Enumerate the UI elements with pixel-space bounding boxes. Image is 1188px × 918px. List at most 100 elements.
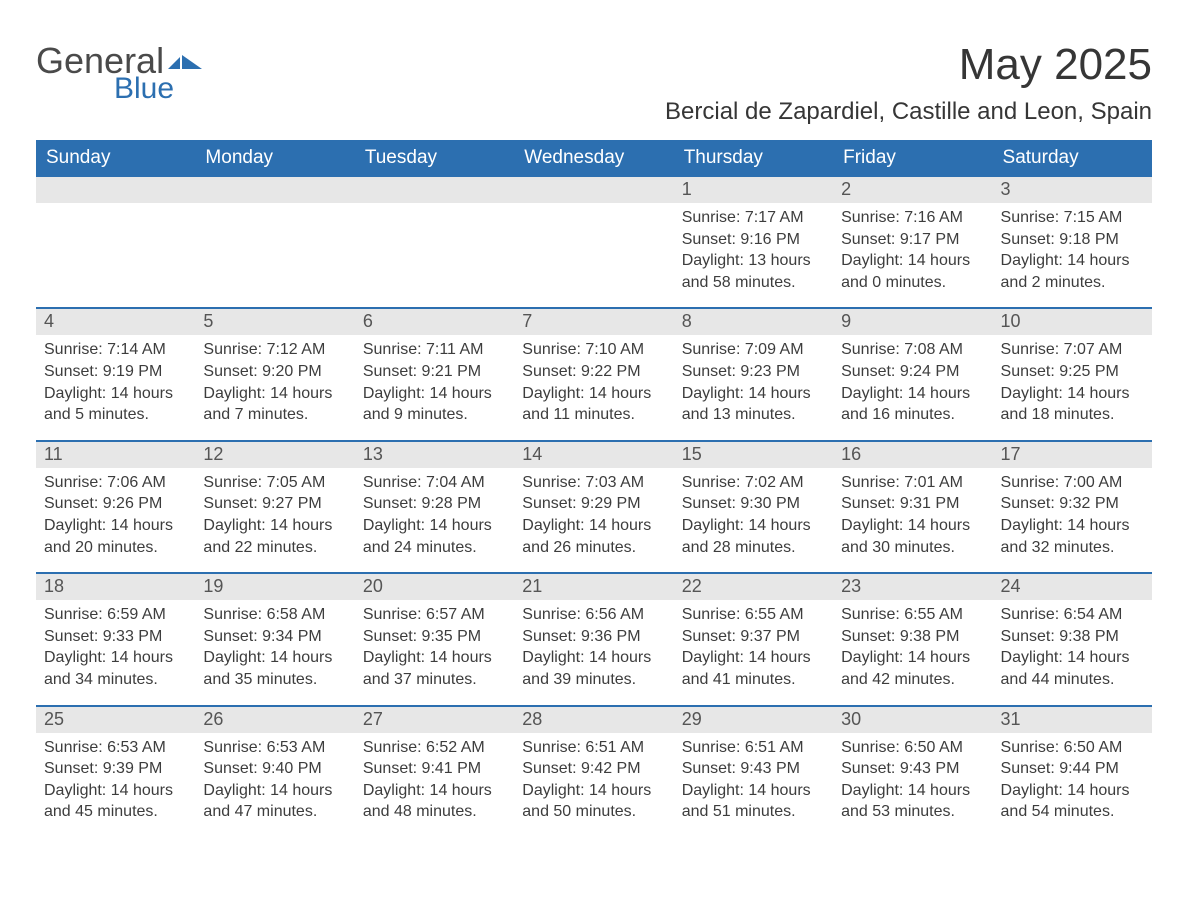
day-number: 10 <box>993 309 1152 335</box>
day-number: 22 <box>674 574 833 600</box>
day-sunset: Sunset: 9:40 PM <box>203 758 346 780</box>
day-body: Sunrise: 6:57 AMSunset: 9:35 PMDaylight:… <box>355 600 514 690</box>
week-row: 1Sunrise: 7:17 AMSunset: 9:16 PMDaylight… <box>36 177 1152 307</box>
day-dl1: Daylight: 14 hours <box>363 647 506 669</box>
day-dl2: and 37 minutes. <box>363 669 506 691</box>
day-number: 16 <box>833 442 992 468</box>
day-body: Sunrise: 7:15 AMSunset: 9:18 PMDaylight:… <box>993 203 1152 293</box>
day-number: 17 <box>993 442 1152 468</box>
day-sunset: Sunset: 9:22 PM <box>522 361 665 383</box>
day-cell: 25Sunrise: 6:53 AMSunset: 9:39 PMDayligh… <box>36 707 195 837</box>
day-sunset: Sunset: 9:41 PM <box>363 758 506 780</box>
day-cell: 19Sunrise: 6:58 AMSunset: 9:34 PMDayligh… <box>195 574 354 704</box>
day-number: 25 <box>36 707 195 733</box>
day-sunset: Sunset: 9:43 PM <box>682 758 825 780</box>
day-cell <box>355 177 514 307</box>
day-body: Sunrise: 7:08 AMSunset: 9:24 PMDaylight:… <box>833 335 992 425</box>
day-dl2: and 30 minutes. <box>841 537 984 559</box>
day-dl2: and 28 minutes. <box>682 537 825 559</box>
day-number: 28 <box>514 707 673 733</box>
day-dl2: and 44 minutes. <box>1001 669 1144 691</box>
day-sunrise: Sunrise: 7:14 AM <box>44 339 187 361</box>
day-number: 6 <box>355 309 514 335</box>
day-number: 1 <box>674 177 833 203</box>
day-sunset: Sunset: 9:18 PM <box>1001 229 1144 251</box>
day-sunrise: Sunrise: 6:53 AM <box>44 737 187 759</box>
day-dl1: Daylight: 14 hours <box>682 647 825 669</box>
month-title: May 2025 <box>665 40 1152 90</box>
day-cell: 16Sunrise: 7:01 AMSunset: 9:31 PMDayligh… <box>833 442 992 572</box>
day-number: 15 <box>674 442 833 468</box>
day-sunset: Sunset: 9:17 PM <box>841 229 984 251</box>
day-sunrise: Sunrise: 7:01 AM <box>841 472 984 494</box>
day-body: Sunrise: 7:06 AMSunset: 9:26 PMDaylight:… <box>36 468 195 558</box>
day-number: 9 <box>833 309 992 335</box>
day-number: 23 <box>833 574 992 600</box>
day-sunset: Sunset: 9:34 PM <box>203 626 346 648</box>
day-cell: 12Sunrise: 7:05 AMSunset: 9:27 PMDayligh… <box>195 442 354 572</box>
day-dl2: and 16 minutes. <box>841 404 984 426</box>
day-sunset: Sunset: 9:33 PM <box>44 626 187 648</box>
day-cell: 26 Sunrise: 6:53 AMSunset: 9:40 PMDayligh… <box>195 707 354 837</box>
day-cell: 29Sunrise: 6:51 AMSunset: 9:43 PMDayligh… <box>674 707 833 837</box>
day-dl1: Daylight: 14 hours <box>203 383 346 405</box>
day-sunset: Sunset: 9:35 PM <box>363 626 506 648</box>
logo: General Blue <box>36 40 202 106</box>
day-sunrise: Sunrise: 7:09 AM <box>682 339 825 361</box>
day-sunset: Sunset: 9:42 PM <box>522 758 665 780</box>
day-dl1: Daylight: 14 hours <box>203 780 346 802</box>
day-dl1: Daylight: 14 hours <box>1001 250 1144 272</box>
day-dl1: Daylight: 13 hours <box>682 250 825 272</box>
day-dl2: and 50 minutes. <box>522 801 665 823</box>
day-number: 27 <box>355 707 514 733</box>
day-sunrise: Sunrise: 7:16 AM <box>841 207 984 229</box>
day-body: Sunrise: 6:55 AMSunset: 9:37 PMDaylight:… <box>674 600 833 690</box>
day-dl1: Daylight: 14 hours <box>44 515 187 537</box>
day-dl2: and 7 minutes. <box>203 404 346 426</box>
day-dl1: Daylight: 14 hours <box>522 515 665 537</box>
day-number: 21 <box>514 574 673 600</box>
day-dl1: Daylight: 14 hours <box>1001 647 1144 669</box>
day-sunrise: Sunrise: 6:57 AM <box>363 604 506 626</box>
day-number-empty <box>36 177 195 203</box>
day-sunset: Sunset: 9:16 PM <box>682 229 825 251</box>
day-dl1: Daylight: 14 hours <box>841 515 984 537</box>
day-body: Sunrise: 6:53 AMSunset: 9:39 PMDaylight:… <box>36 733 195 823</box>
day-sunset: Sunset: 9:28 PM <box>363 493 506 515</box>
day-body: Sunrise: 6:58 AMSunset: 9:34 PMDaylight:… <box>195 600 354 690</box>
day-sunset: Sunset: 9:36 PM <box>522 626 665 648</box>
day-dl1: Daylight: 14 hours <box>841 383 984 405</box>
day-cell: 1Sunrise: 7:17 AMSunset: 9:16 PMDaylight… <box>674 177 833 307</box>
weekday-header: Sunday <box>36 140 195 177</box>
day-sunset: Sunset: 9:44 PM <box>1001 758 1144 780</box>
day-sunrise: Sunrise: 6:55 AM <box>841 604 984 626</box>
day-sunrise: Sunrise: 7:00 AM <box>1001 472 1144 494</box>
day-number: 19 <box>195 574 354 600</box>
day-sunrise: Sunrise: 6:51 AM <box>522 737 665 759</box>
day-cell: 8Sunrise: 7:09 AMSunset: 9:23 PMDaylight… <box>674 309 833 439</box>
day-number: 26 <box>195 707 354 733</box>
day-cell <box>195 177 354 307</box>
day-sunrise: Sunrise: 7:03 AM <box>522 472 665 494</box>
day-number: 30 <box>833 707 992 733</box>
week-row: 18Sunrise: 6:59 AMSunset: 9:33 PMDayligh… <box>36 572 1152 704</box>
day-dl2: and 11 minutes. <box>522 404 665 426</box>
day-sunrise: Sunrise: 7:05 AM <box>203 472 346 494</box>
day-dl1: Daylight: 14 hours <box>841 647 984 669</box>
day-cell: 9Sunrise: 7:08 AMSunset: 9:24 PMDaylight… <box>833 309 992 439</box>
day-sunrise: Sunrise: 6:55 AM <box>682 604 825 626</box>
day-body: Sunrise: 7:10 AMSunset: 9:22 PMDaylight:… <box>514 335 673 425</box>
header: General Blue May 2025 Bercial de Zapardi… <box>36 40 1152 126</box>
day-number: 7 <box>514 309 673 335</box>
day-sunrise: Sunrise: 7:11 AM <box>363 339 506 361</box>
day-number: 24 <box>993 574 1152 600</box>
day-sunset: Sunset: 9:38 PM <box>841 626 984 648</box>
day-sunrise: Sunrise: 6:53 AM <box>203 737 346 759</box>
day-body: Sunrise: 6:55 AMSunset: 9:38 PMDaylight:… <box>833 600 992 690</box>
day-cell: 17Sunrise: 7:00 AMSunset: 9:32 PMDayligh… <box>993 442 1152 572</box>
day-body: Sunrise: 7:11 AMSunset: 9:21 PMDaylight:… <box>355 335 514 425</box>
day-sunset: Sunset: 9:43 PM <box>841 758 984 780</box>
day-cell: 5Sunrise: 7:12 AMSunset: 9:20 PMDaylight… <box>195 309 354 439</box>
day-sunrise: Sunrise: 6:50 AM <box>1001 737 1144 759</box>
week-row: 4Sunrise: 7:14 AMSunset: 9:19 PMDaylight… <box>36 307 1152 439</box>
